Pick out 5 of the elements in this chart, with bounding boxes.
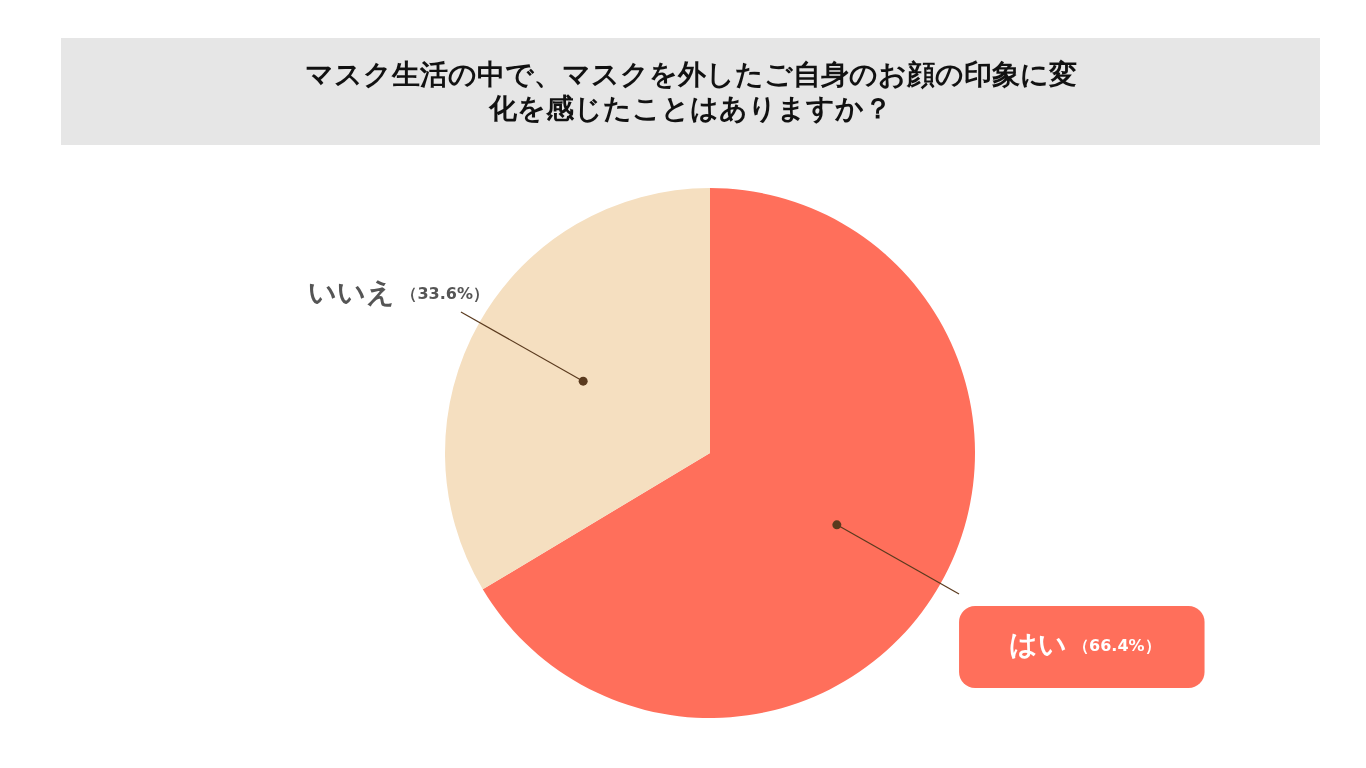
chart-title: マスク生活の中で、マスクを外したご自身のお顔の印象に変化を感じたことはありますか？	[303, 57, 1078, 126]
data-label: （66.4%）	[1073, 636, 1161, 656]
slice-label: いいえ	[308, 276, 396, 310]
slice-label: はい	[1009, 628, 1068, 662]
data-label: （33.6%）	[401, 284, 489, 304]
